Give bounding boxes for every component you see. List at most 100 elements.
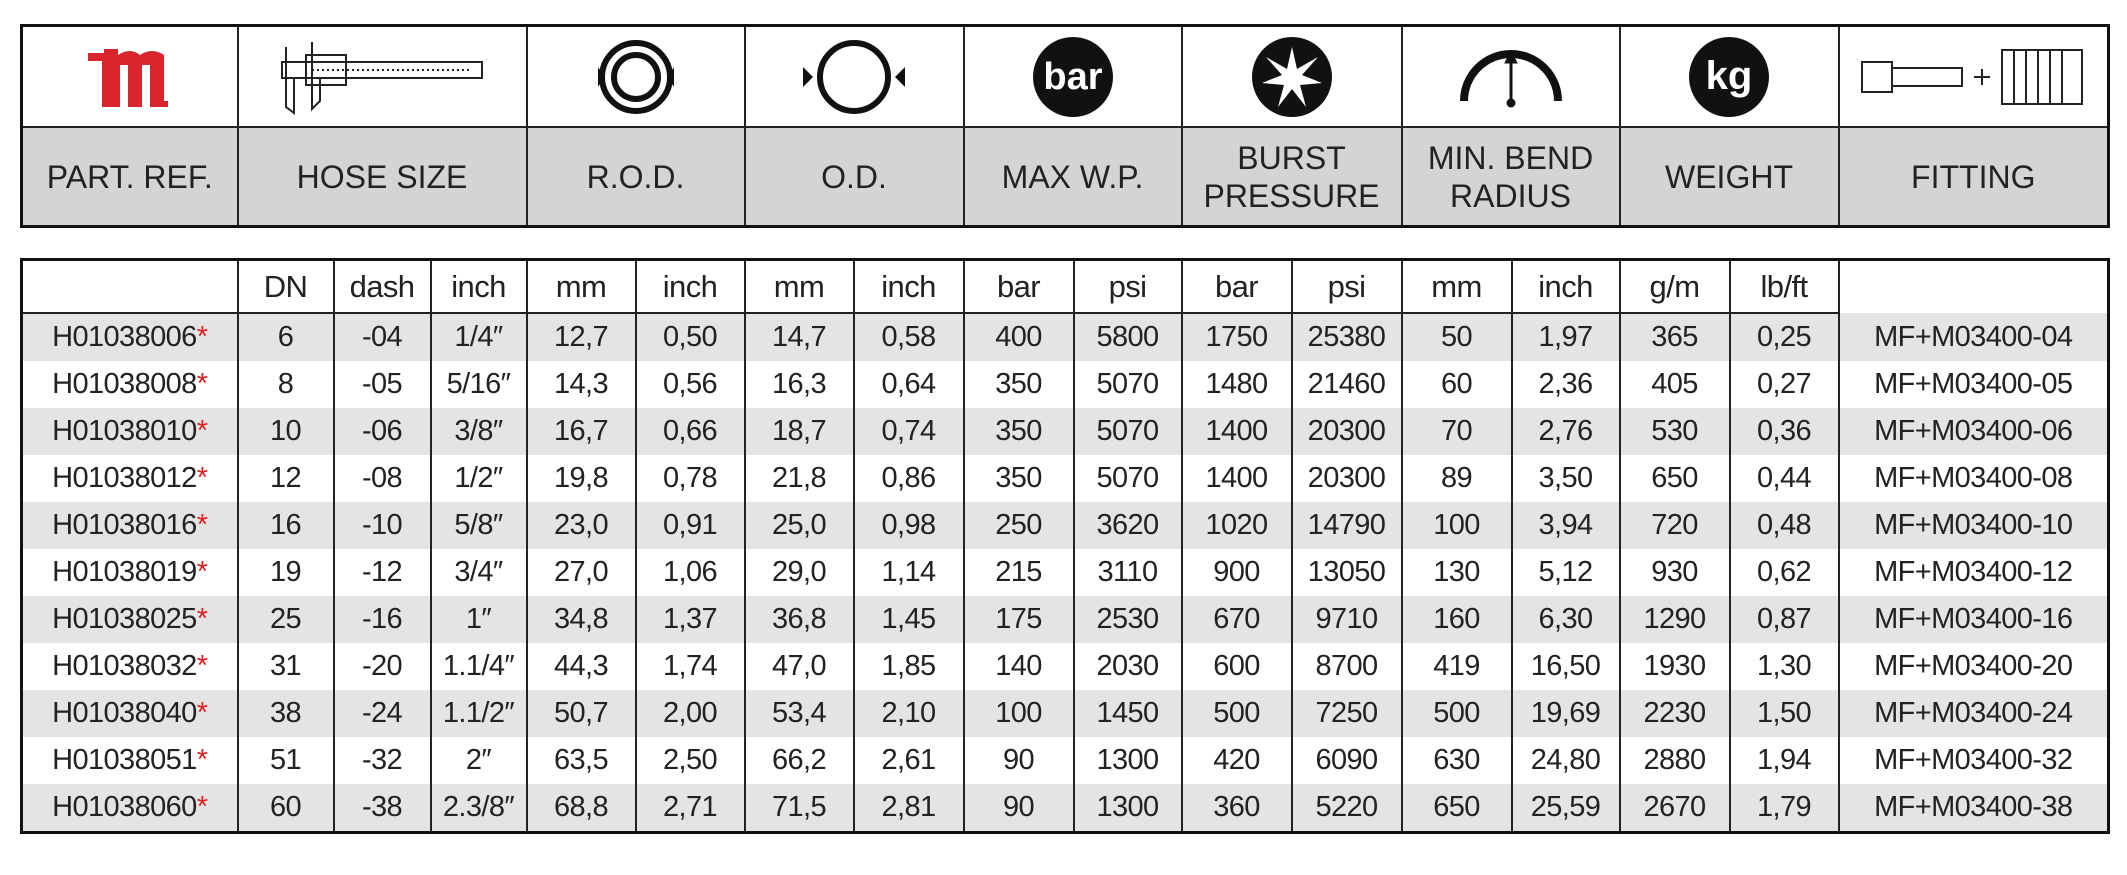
data-row: H01038012* 12 -08 1/2″ 19,8 0,78 21,8 0,86 350 50… — [20, 455, 2110, 502]
cell: 215 — [962, 549, 1075, 596]
part-number: H01038016 — [52, 509, 197, 541]
cell: 14,3 — [525, 361, 637, 408]
cell: 23,0 — [525, 502, 637, 549]
cell: 36,8 — [743, 596, 855, 643]
cell: 1450 — [1072, 690, 1183, 737]
part-ref: H01038040* — [20, 690, 239, 737]
weight-icon-text: kg — [1706, 54, 1753, 98]
cell: 360 — [1180, 784, 1293, 833]
cell: 1,45 — [852, 596, 965, 643]
asterisk: * — [196, 509, 208, 541]
column-header: WEIGHT — [1618, 126, 1840, 228]
cell: 0,98 — [852, 502, 965, 549]
cell: 2,76 — [1510, 408, 1621, 455]
cell: 6090 — [1290, 737, 1403, 784]
cell: -24 — [332, 690, 432, 737]
cell: MF+M03400-16 — [1837, 596, 2110, 643]
cell: 350 — [962, 361, 1075, 408]
cell: 630 — [1400, 737, 1513, 784]
asterisk: * — [196, 791, 208, 823]
column-header: HOSE SIZE — [236, 126, 528, 228]
unit-header: bar — [962, 258, 1075, 314]
cell: 0,64 — [852, 361, 965, 408]
cell: 500 — [1400, 690, 1513, 737]
cell: MF+M03400-04 — [1837, 313, 2110, 361]
column-header: BURST PRESSURE — [1180, 126, 1403, 228]
cell: 10 — [236, 408, 335, 455]
cell: 25,0 — [743, 502, 855, 549]
cell: -20 — [332, 643, 432, 690]
cell: 25 — [236, 596, 335, 643]
cell: 3,94 — [1510, 502, 1621, 549]
cell: 51 — [236, 737, 335, 784]
cell: 2,71 — [634, 784, 746, 833]
unit-header: inch — [429, 258, 528, 314]
unit-header: psi — [1072, 258, 1183, 314]
cell: 1.1/2″ — [429, 690, 528, 737]
unit-header: mm — [1400, 258, 1513, 314]
cell: -08 — [332, 455, 432, 502]
cell: 0,62 — [1728, 549, 1840, 596]
cell: 1930 — [1618, 643, 1731, 690]
cell: 12 — [236, 455, 335, 502]
cell: 530 — [1618, 408, 1731, 455]
cell: 930 — [1618, 549, 1731, 596]
part-number: H01038019 — [52, 556, 197, 588]
cell: 130 — [1400, 549, 1513, 596]
cell: MF+M03400-05 — [1837, 361, 2110, 408]
burst-cell — [1180, 24, 1403, 128]
cell: 0,44 — [1728, 455, 1840, 502]
cell: 2.3/8″ — [429, 784, 528, 833]
cell: 0,74 — [852, 408, 965, 455]
unit-header: lb/ft — [1728, 258, 1840, 314]
cell: 1,97 — [1510, 313, 1621, 361]
cell: 1,50 — [1728, 690, 1840, 737]
column-header: R.O.D. — [525, 126, 746, 228]
cell: 2,61 — [852, 737, 965, 784]
cell: 0,58 — [852, 313, 965, 361]
cell: 400 — [962, 313, 1075, 361]
cell: 0,78 — [634, 455, 746, 502]
cell: 5800 — [1072, 313, 1183, 361]
cell: 2030 — [1072, 643, 1183, 690]
cell: 2,10 — [852, 690, 965, 737]
part-number: H01038032 — [52, 650, 197, 682]
part-ref: H01038006* — [20, 313, 239, 361]
cell: 25380 — [1290, 313, 1403, 361]
cell: 2,50 — [634, 737, 746, 784]
fitting-icon — [1861, 48, 2084, 105]
cell: 1″ — [429, 596, 528, 643]
cell: 140 — [962, 643, 1075, 690]
cell: -10 — [332, 502, 432, 549]
rod-cell — [525, 24, 746, 128]
pressure-icon: bar — [1032, 36, 1113, 117]
cell: 5/16″ — [429, 361, 528, 408]
cell: 0,27 — [1728, 361, 1840, 408]
asterisk: * — [196, 368, 208, 400]
cell: 0,25 — [1728, 313, 1840, 361]
cell: 14790 — [1290, 502, 1403, 549]
cell: 34,8 — [525, 596, 637, 643]
cell: 900 — [1180, 549, 1293, 596]
bend-icon — [1459, 49, 1562, 107]
unit-header: mm — [525, 258, 637, 314]
cell: 44,3 — [525, 643, 637, 690]
cell: 670 — [1180, 596, 1293, 643]
cell: 71,5 — [743, 784, 855, 833]
cell: 0,86 — [852, 455, 965, 502]
cell: -38 — [332, 784, 432, 833]
cell: MF+M03400-38 — [1837, 784, 2110, 833]
cell: 16,50 — [1510, 643, 1621, 690]
part-number: H01038060 — [52, 791, 197, 823]
cell: 90 — [962, 784, 1075, 833]
bend-cell — [1400, 24, 1621, 128]
cell: 16,7 — [525, 408, 637, 455]
unit-header: inch — [634, 258, 746, 314]
cell: 13050 — [1290, 549, 1403, 596]
cell: 2″ — [429, 737, 528, 784]
cell: 5/8″ — [429, 502, 528, 549]
data-row: H01038008* 8 -05 5/16″ 14,3 0,56 16,3 0,64 350 50… — [20, 361, 2110, 408]
cell: 70 — [1400, 408, 1513, 455]
cell: 1,94 — [1728, 737, 1840, 784]
cell: -12 — [332, 549, 432, 596]
